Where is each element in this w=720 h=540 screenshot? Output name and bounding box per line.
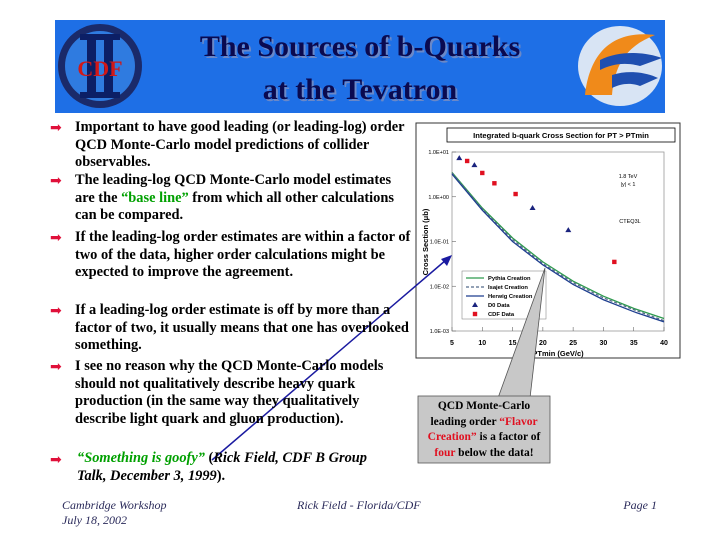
chart-title: Integrated b-quark Cross Section for PT … (473, 131, 649, 140)
text-run: is a factor of (476, 431, 541, 443)
y-tick-label: 1.0E+01 (428, 150, 449, 156)
title: The Sources of b-Quarks (199, 30, 521, 63)
y-tick-label: 1.0E-03 (430, 329, 449, 335)
legend-swatch (472, 302, 478, 307)
y-tick-label: 1.0E+00 (428, 195, 449, 201)
bullet: If the leading-log order estimates are w… (75, 229, 413, 282)
bullet-icon: ➡ (50, 120, 62, 136)
title: at the Tevatron (262, 73, 458, 106)
text-run: ). (216, 467, 226, 484)
annotation: |y| < 1 (621, 182, 636, 188)
plot: Integrated b-quark Cross Section for PT … (421, 131, 668, 358)
data-point (513, 191, 518, 197)
text-run: If a leading-log order estimate is off b… (75, 302, 409, 354)
data-point (612, 259, 617, 265)
footer-left: Cambridge Workshop (62, 498, 167, 512)
bullet-icon: ➡ (50, 303, 62, 319)
y-tick-label: 1.0E-01 (430, 240, 449, 246)
uf-logo (578, 26, 662, 106)
series-line (451, 171, 665, 320)
header-bar (55, 20, 665, 113)
bullet: Important to have good leading (or leadi… (75, 119, 413, 172)
footer-left: July 18, 2002 (62, 513, 127, 527)
text-run: If the leading-log order estimates are w… (75, 229, 411, 281)
y-axis-label: Cross Section (μb) (421, 208, 430, 275)
legend-swatch (472, 311, 478, 317)
legend-label: Isajet Creation (488, 285, 528, 291)
data-point (456, 155, 463, 161)
y-tick-label: 1.0E-02 (430, 284, 449, 290)
text-run: The leading-log QCD Monte-Carlo model es… (75, 172, 392, 206)
text-run: QCD Monte-Carlo leading order (430, 400, 531, 428)
bullet: The leading-log QCD Monte-Carlo model es… (75, 172, 413, 225)
text-run: below the data! (455, 446, 534, 459)
data-point (464, 158, 470, 164)
bullet: If a leading-log order estimate is off b… (75, 302, 413, 355)
data-point (529, 205, 536, 211)
x-tick-label: 20 (539, 340, 547, 347)
series-line (451, 173, 665, 323)
data-point (492, 181, 497, 186)
legend-label: Pythia Creation (488, 276, 531, 282)
series-line (451, 172, 665, 322)
x-tick-label: 25 (569, 340, 577, 347)
callout-text: QCD Monte-Carlo leading order “Flavor Cr… (421, 399, 547, 461)
chart-title-box (446, 127, 676, 143)
text-run: I see no reason why the QCD Monte-Carlo … (75, 358, 384, 427)
arrow-head (441, 255, 452, 266)
legend-label: CDF Data (488, 312, 515, 318)
pointer-arrow (211, 259, 447, 461)
data-point (480, 170, 485, 176)
x-tick-label: 35 (630, 340, 638, 347)
quote: “Something is goofy” (Rick Field, CDF B … (77, 450, 367, 485)
x-axis-label: PTmin (GeV/c) (532, 349, 584, 358)
svg-text:CDF: CDF (77, 56, 122, 81)
x-tick-label: 10 (478, 340, 486, 347)
annotation: 1.8 TeV (619, 174, 638, 180)
x-tick-label: 40 (660, 340, 668, 347)
text-run: “base line” (121, 189, 189, 206)
bullet: I see no reason why the QCD Monte-Carlo … (75, 358, 413, 428)
callout-box (417, 395, 551, 464)
legend-label: Herwig Creation (488, 294, 533, 300)
bullet-icon: ➡ (50, 452, 62, 468)
text-run: from which all other calculations can be… (75, 189, 394, 224)
text-run: “Something is goofy” (77, 450, 205, 466)
legend-label: D0 Data (488, 303, 510, 309)
footer-center: Rick Field - Florida/CDF (297, 498, 421, 512)
bullet-icon: ➡ (50, 359, 62, 375)
text-run: “Flavor Creation” (427, 415, 538, 444)
text-run: ( (204, 450, 214, 466)
bullet-icon: ➡ (50, 230, 62, 246)
x-tick-label: 30 (600, 340, 608, 347)
data-point (565, 227, 572, 233)
cdf-logo: CDF (58, 24, 142, 108)
annotation: CTEQ3L (619, 219, 640, 225)
text-run: Rick Field, CDF B Group Talk, December 3… (77, 450, 367, 484)
bullet-icon: ➡ (50, 173, 62, 189)
text-run: Important to have good leading (or leadi… (75, 119, 405, 171)
chart-frame (415, 122, 681, 359)
data-point (471, 162, 478, 168)
text-run: four (434, 446, 456, 459)
x-tick-label: 15 (509, 340, 517, 347)
x-tick-label: 5 (450, 340, 454, 347)
footer-right: Page 1 (623, 498, 657, 512)
